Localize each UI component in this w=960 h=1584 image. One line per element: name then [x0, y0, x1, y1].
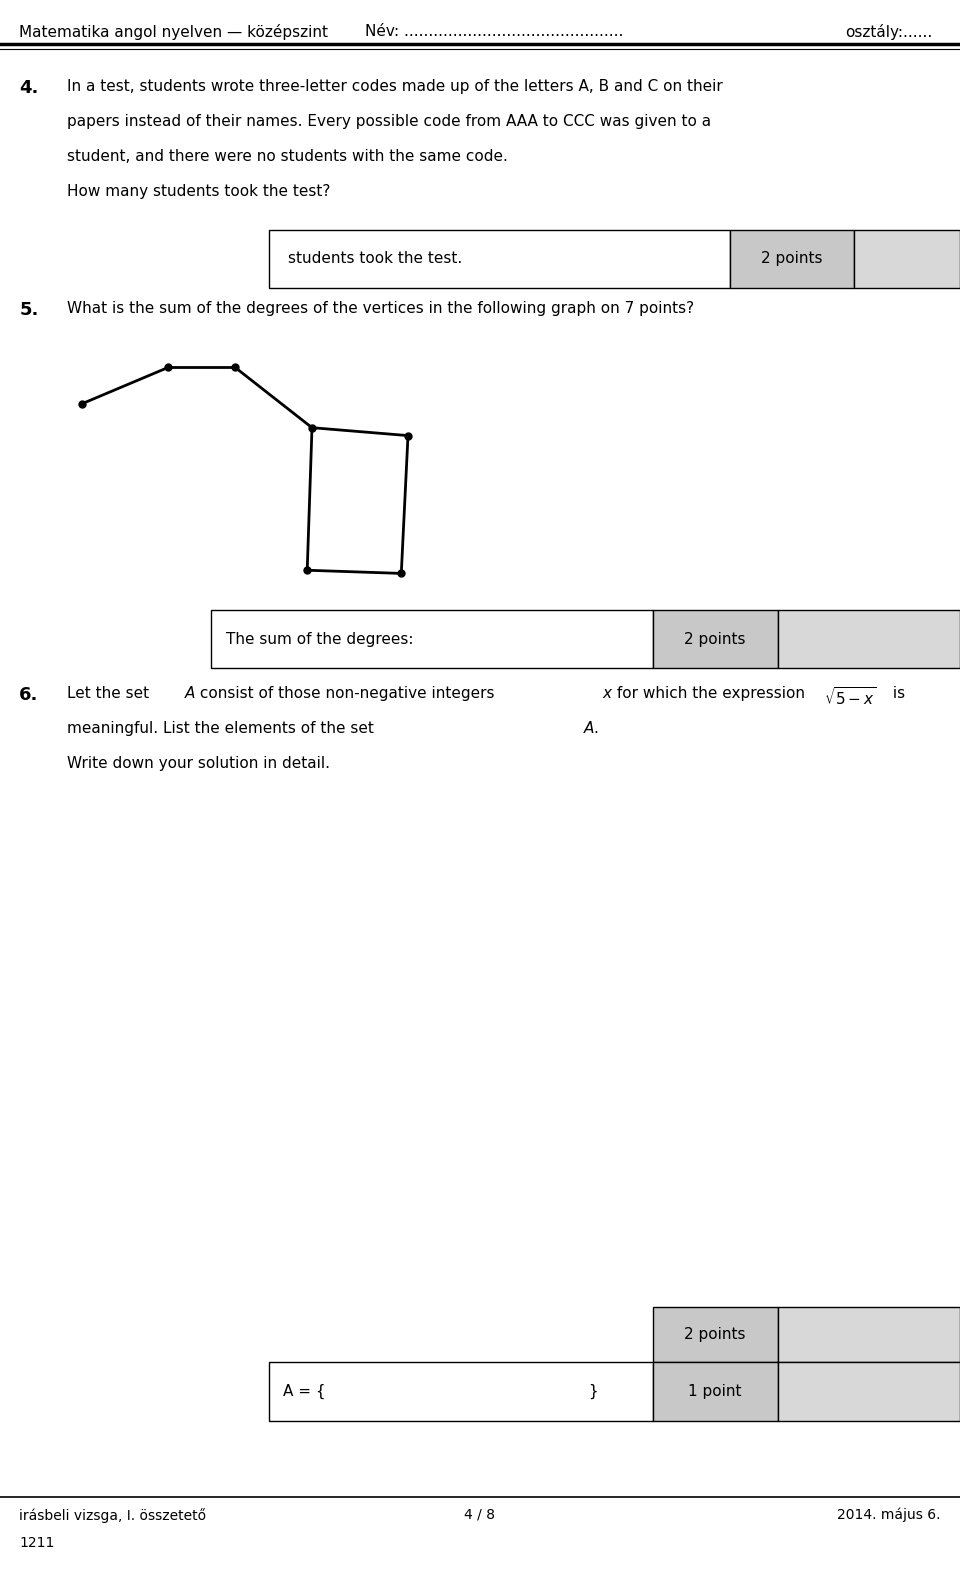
Text: Név: .............................................: Név: ...................................… [365, 24, 623, 38]
Text: consist of those non-negative integers: consist of those non-negative integers [195, 686, 499, 700]
Text: A = {                                                      }: A = { } [283, 1384, 599, 1399]
Text: papers instead of their names. Every possible code from AAA to CCC was given to : papers instead of their names. Every pos… [67, 114, 711, 128]
Text: students took the test.: students took the test. [288, 252, 463, 266]
Text: A: A [584, 721, 594, 735]
Bar [653, 610, 778, 668]
Text: for which the expression: for which the expression [612, 686, 810, 700]
Text: 2 points: 2 points [684, 632, 746, 646]
Text: A: A [184, 686, 195, 700]
Text: 6.: 6. [19, 686, 38, 703]
Bar [778, 1307, 960, 1362]
Bar [653, 1307, 778, 1362]
Text: The sum of the degrees:: The sum of the degrees: [226, 632, 413, 646]
Text: 1211: 1211 [19, 1536, 55, 1551]
Text: osztály:......: osztály:...... [845, 24, 932, 40]
Bar [653, 1362, 778, 1421]
Text: 2014. május 6.: 2014. május 6. [837, 1508, 941, 1522]
Text: Let the set: Let the set [67, 686, 155, 700]
Text: 5.: 5. [19, 301, 38, 318]
Bar [778, 610, 960, 668]
Text: 4 / 8: 4 / 8 [465, 1508, 495, 1522]
Text: meaningful. List the elements of the set: meaningful. List the elements of the set [67, 721, 379, 735]
Bar [269, 1362, 653, 1421]
Text: student, and there were no students with the same code.: student, and there were no students with… [67, 149, 508, 163]
Text: x: x [603, 686, 612, 700]
Text: 2 points: 2 points [684, 1327, 746, 1342]
Text: is: is [888, 686, 905, 700]
Text: How many students took the test?: How many students took the test? [67, 184, 330, 198]
Bar [854, 230, 960, 288]
Text: 1 point: 1 point [688, 1384, 742, 1399]
Text: $\sqrt{5-x}$: $\sqrt{5-x}$ [824, 686, 876, 708]
Text: Write down your solution in detail.: Write down your solution in detail. [67, 756, 330, 770]
Text: irásbeli vizsga, I. összetető: irásbeli vizsga, I. összetető [19, 1508, 206, 1522]
Text: .: . [593, 721, 598, 735]
Text: In a test, students wrote three-letter codes made up of the letters A, B and C o: In a test, students wrote three-letter c… [67, 79, 723, 93]
Text: What is the sum of the degrees of the vertices in the following graph on 7 point: What is the sum of the degrees of the ve… [67, 301, 694, 315]
Bar [730, 230, 854, 288]
Text: Matematika angol nyelven — középszint: Matematika angol nyelven — középszint [19, 24, 328, 40]
Bar [778, 1362, 960, 1421]
Bar [211, 610, 653, 668]
Bar [269, 230, 730, 288]
Text: 4.: 4. [19, 79, 38, 97]
Text: 2 points: 2 points [761, 252, 823, 266]
